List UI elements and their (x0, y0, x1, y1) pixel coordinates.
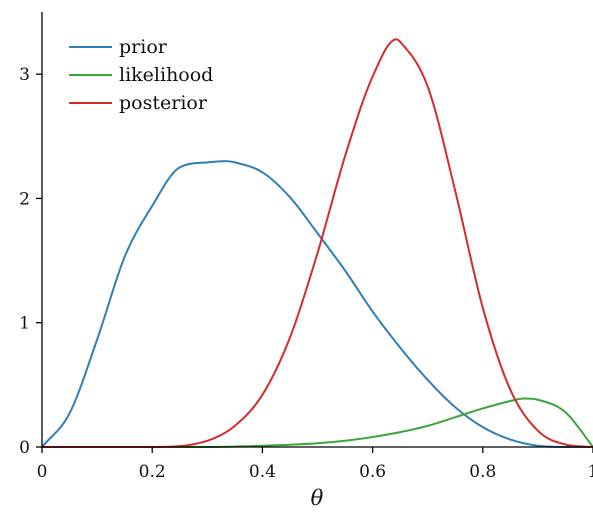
x-tick-label: 1 (588, 462, 593, 482)
x-tick-label: 0.6 (359, 462, 386, 482)
series-line-posterior (42, 38, 593, 448)
x-tick-label: 0.4 (249, 462, 276, 482)
legend: prior likelihood posterior (69, 36, 213, 114)
y-tick-label: 1 (19, 314, 30, 334)
x-tick-label: 0.8 (469, 462, 496, 482)
x-tick-label: 0 (37, 462, 48, 482)
series-line-prior (41, 160, 593, 448)
axes-layer (41, 12, 593, 448)
legend-label-likelihood: likelihood (119, 64, 213, 86)
y-tick-label: 3 (19, 65, 30, 85)
legend-label-prior: prior (119, 36, 168, 58)
x-axis-label: θ (311, 486, 324, 510)
ticks-layer: 0 0.2 0.4 0.6 0.8 1 0 1 2 3 (19, 65, 593, 482)
legend-label-posterior: posterior (119, 92, 208, 114)
y-tick-label: 0 (19, 438, 30, 458)
y-tick-label: 2 (19, 189, 30, 209)
x-tick-label: 0.2 (139, 462, 166, 482)
